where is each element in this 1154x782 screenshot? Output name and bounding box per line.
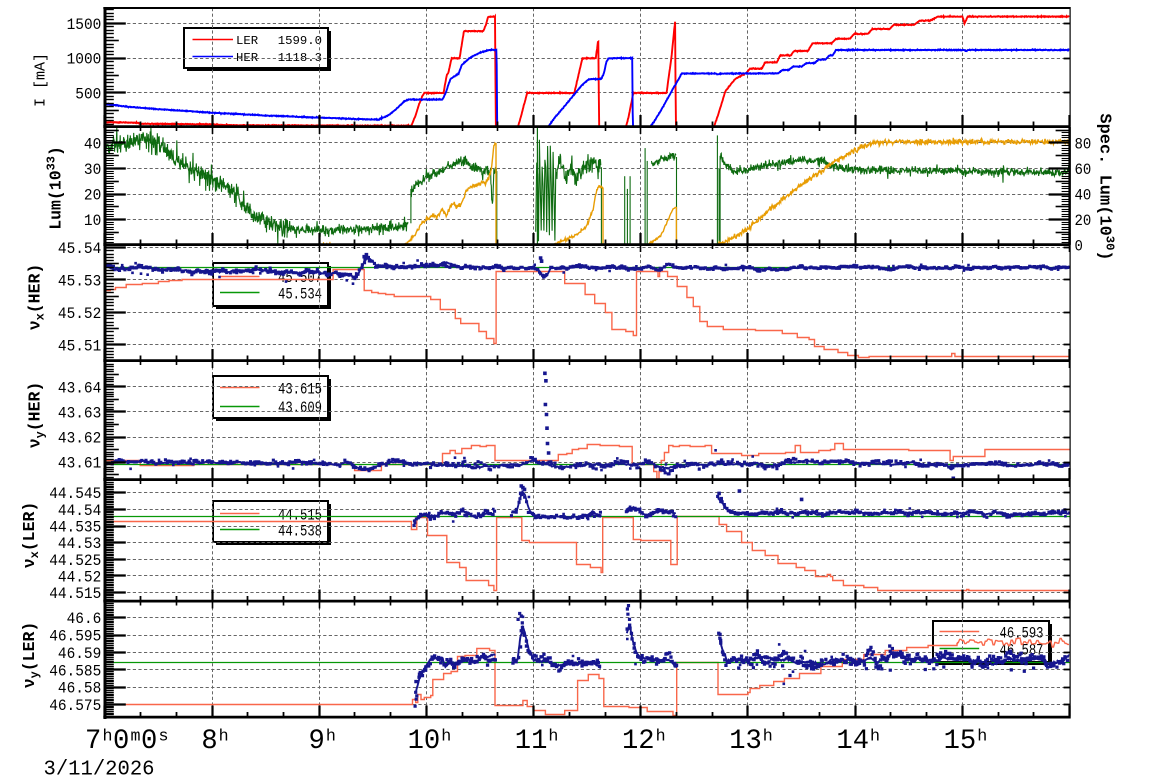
svg-text:45.51: 45.51 — [58, 337, 101, 355]
svg-text:13: 13 — [729, 726, 762, 757]
svg-text:h: h — [870, 726, 880, 745]
svg-text:h: h — [103, 726, 113, 745]
svg-text:45.534: 45.534 — [278, 285, 322, 303]
svg-text:40: 40 — [1075, 187, 1092, 205]
svg-text:44.515: 44.515 — [49, 585, 101, 603]
svg-text:46.58: 46.58 — [58, 680, 101, 698]
svg-text:11: 11 — [515, 726, 548, 757]
svg-text:45.54: 45.54 — [58, 240, 101, 258]
svg-text:νx(LER): νx(LER) — [20, 502, 42, 569]
svg-text:44.54: 44.54 — [58, 502, 101, 520]
svg-text:νy(LER): νy(LER) — [20, 622, 42, 689]
svg-text:44.535: 44.535 — [49, 519, 101, 537]
svg-text:h: h — [763, 726, 773, 745]
svg-text:43.62: 43.62 — [58, 430, 101, 448]
svg-text:44.525: 44.525 — [49, 552, 101, 570]
svg-text:m: m — [131, 726, 141, 745]
svg-text:I [mA]: I [mA] — [32, 53, 49, 107]
svg-text:0: 0 — [141, 726, 157, 757]
svg-text:45.53: 45.53 — [58, 273, 101, 291]
svg-text:20: 20 — [1075, 212, 1092, 230]
svg-text:h: h — [326, 726, 336, 745]
svg-text:46.6: 46.6 — [67, 610, 102, 628]
svg-text:46.585: 46.585 — [49, 662, 101, 680]
svg-text:νx(HER): νx(HER) — [26, 264, 48, 331]
svg-text:43.63: 43.63 — [58, 405, 101, 423]
svg-text:Spec. Lum(1030): Spec. Lum(1030) — [1095, 113, 1117, 260]
svg-text:46.59: 46.59 — [58, 645, 101, 663]
svg-text:500: 500 — [75, 86, 101, 104]
svg-text:15: 15 — [944, 726, 977, 757]
svg-text:h: h — [441, 726, 451, 745]
svg-text:LER: LER — [236, 34, 259, 48]
svg-text:0: 0 — [1075, 238, 1083, 256]
svg-text:8: 8 — [201, 726, 217, 757]
svg-text:10: 10 — [408, 726, 441, 757]
svg-text:1599.0: 1599.0 — [278, 34, 322, 48]
svg-text:46.593: 46.593 — [1000, 625, 1044, 643]
svg-text:1000: 1000 — [67, 51, 102, 69]
svg-text:44.538: 44.538 — [278, 523, 322, 541]
svg-text:s: s — [159, 726, 169, 745]
svg-text:30: 30 — [84, 161, 101, 179]
svg-text:60: 60 — [1075, 161, 1092, 179]
svg-text:h: h — [548, 726, 558, 745]
svg-text:νy(HER): νy(HER) — [26, 382, 48, 449]
svg-text:43.609: 43.609 — [278, 399, 322, 417]
svg-text:h: h — [977, 726, 987, 745]
svg-text:43.61: 43.61 — [58, 455, 101, 473]
svg-text:0: 0 — [113, 726, 129, 757]
svg-text:46.595: 46.595 — [49, 628, 101, 646]
svg-text:20: 20 — [84, 187, 101, 205]
svg-text:9: 9 — [309, 726, 325, 757]
svg-text:46.575: 46.575 — [49, 697, 101, 715]
svg-text:45.52: 45.52 — [58, 305, 101, 323]
svg-text:10: 10 — [84, 212, 101, 230]
svg-text:7: 7 — [85, 726, 101, 757]
svg-text:1118.3: 1118.3 — [278, 51, 322, 65]
svg-text:14: 14 — [836, 726, 869, 757]
svg-text:h: h — [656, 726, 666, 745]
svg-text:40: 40 — [84, 136, 101, 154]
svg-text:80: 80 — [1075, 136, 1092, 154]
svg-text:Lum(1033): Lum(1033) — [45, 146, 66, 230]
svg-text:h: h — [219, 726, 229, 745]
svg-text:44.545: 44.545 — [49, 485, 101, 503]
svg-text:3/11/2026: 3/11/2026 — [44, 758, 155, 782]
svg-text:44.52: 44.52 — [58, 568, 101, 586]
svg-text:44.53: 44.53 — [58, 535, 101, 553]
svg-text:1500: 1500 — [67, 16, 102, 34]
svg-text:44.515: 44.515 — [278, 507, 322, 525]
svg-text:43.615: 43.615 — [278, 381, 322, 399]
svg-text:43.64: 43.64 — [58, 380, 101, 398]
svg-text:12: 12 — [622, 726, 655, 757]
svg-text:HER: HER — [236, 51, 259, 65]
